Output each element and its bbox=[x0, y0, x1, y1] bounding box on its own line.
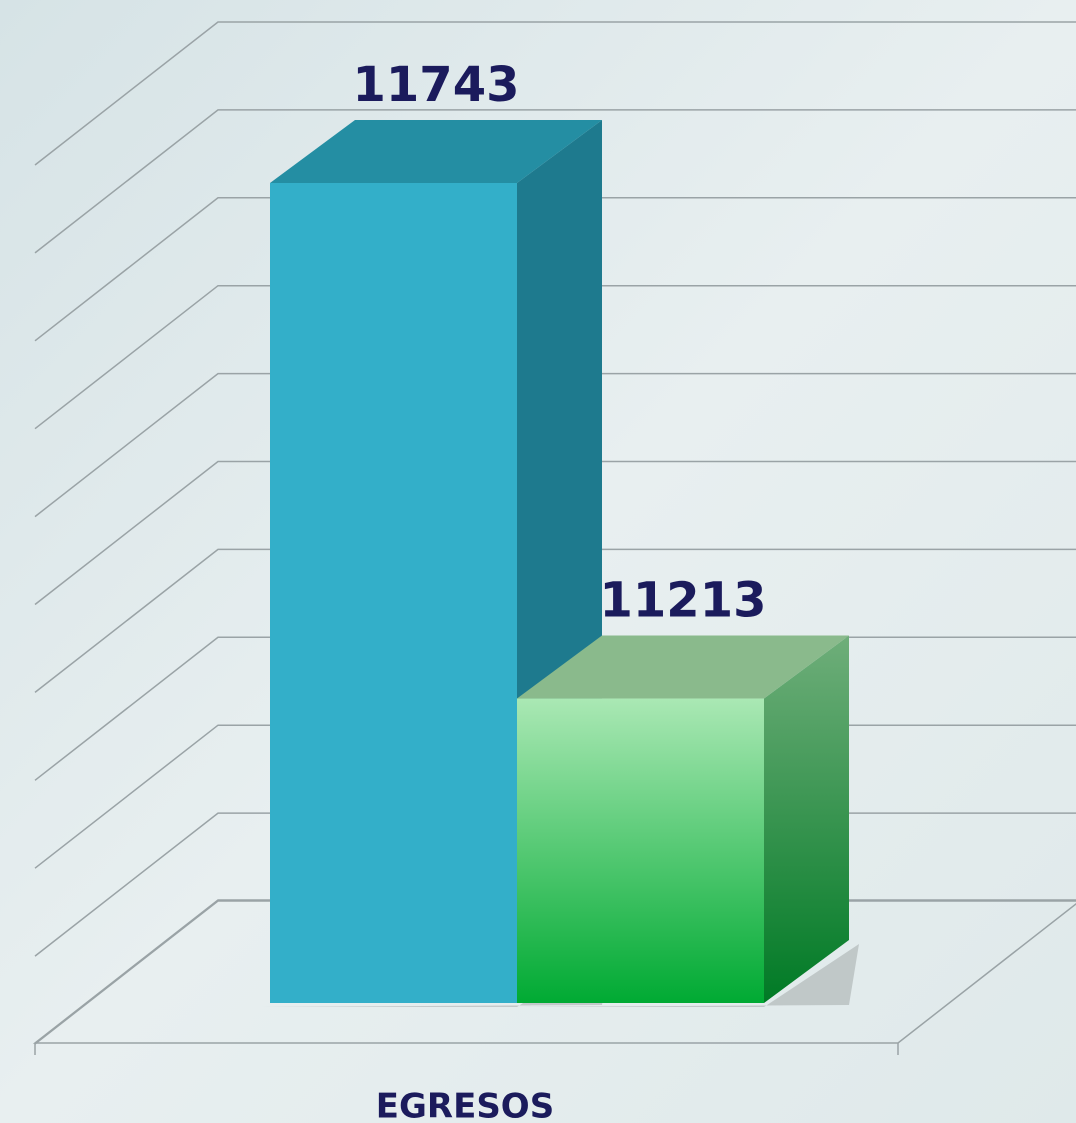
chart: 11743 11213 EGRESOS bbox=[0, 0, 1076, 1123]
bar bbox=[517, 699, 764, 1003]
value-label: 11743 bbox=[353, 57, 520, 113]
value-label: 11213 bbox=[600, 573, 767, 629]
category-label: EGRESOS bbox=[376, 1087, 554, 1123]
bar bbox=[270, 183, 517, 1003]
bar-side bbox=[764, 636, 849, 1003]
